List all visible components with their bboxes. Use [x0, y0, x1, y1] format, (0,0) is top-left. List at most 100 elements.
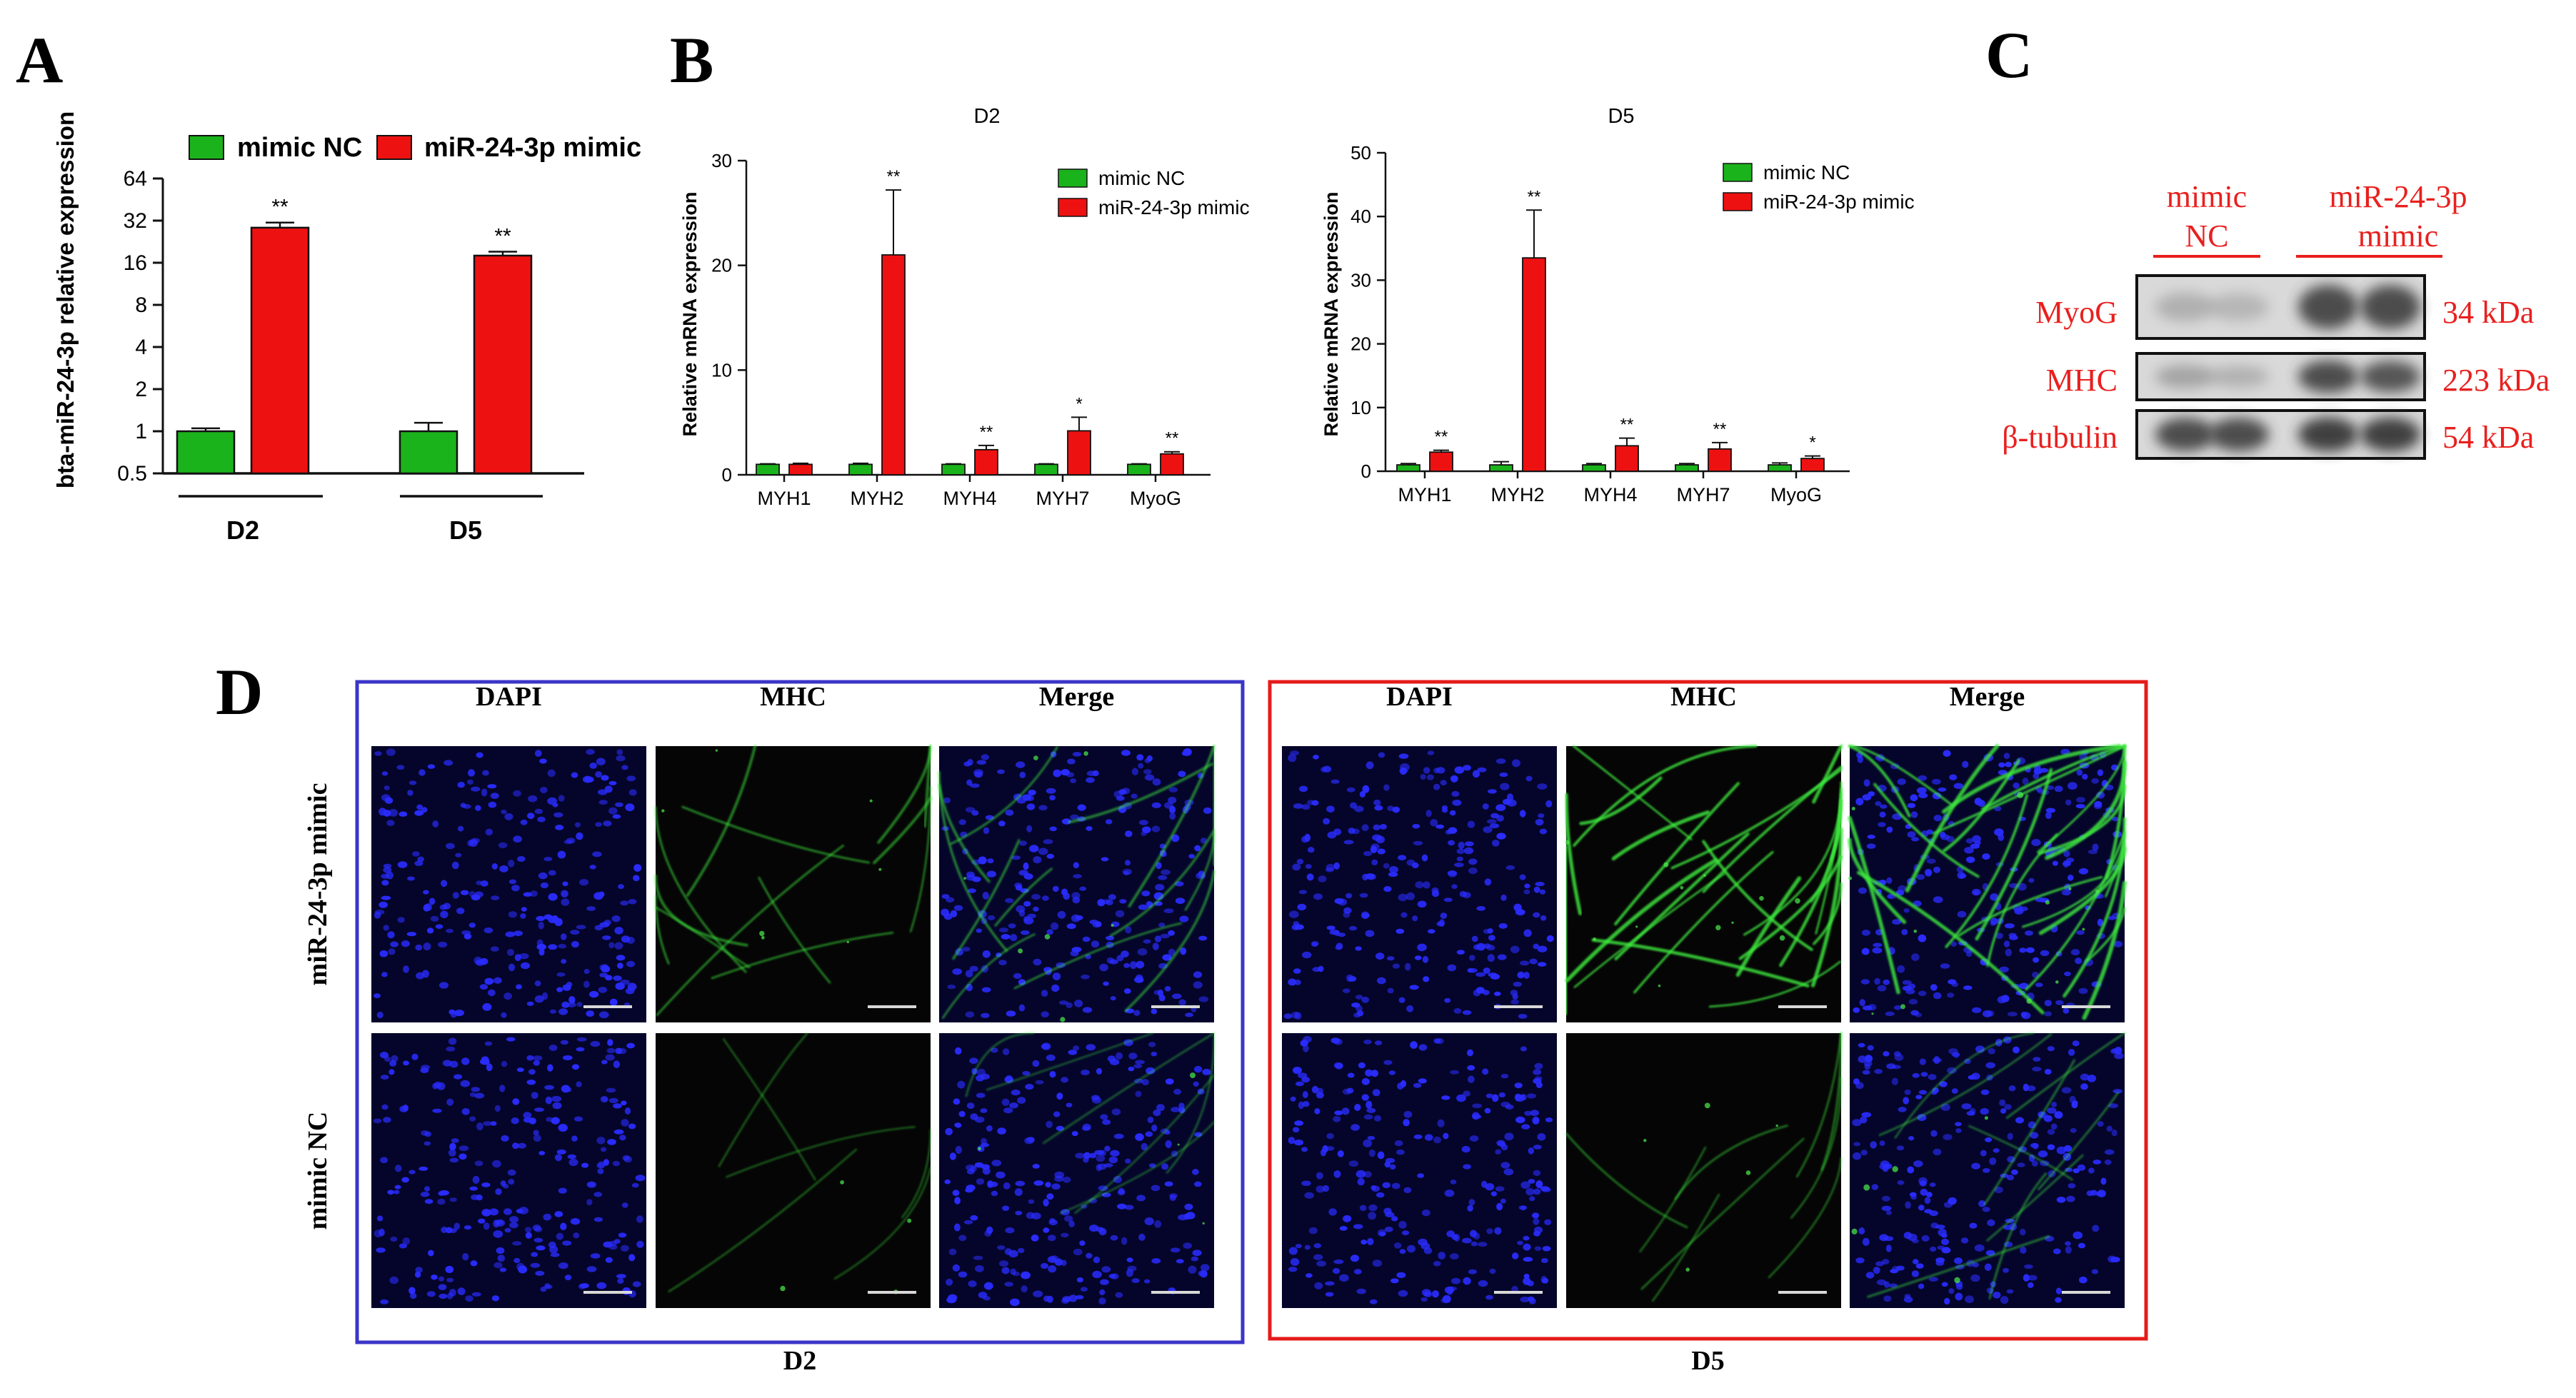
blot-row: MHC 223 kDa: [2046, 352, 2550, 401]
group-label-mimic-line2: mimic: [2358, 218, 2438, 253]
bar-nc: [1034, 463, 1058, 476]
y-tick-label: 30: [711, 150, 732, 171]
x-category-label: MYH1: [1398, 484, 1451, 506]
x-category-label: D5: [449, 516, 482, 545]
legend-label-nc: mimic NC: [1098, 167, 1185, 189]
panel-letter-d: D: [216, 655, 263, 728]
micrograph-mhc: [656, 1032, 932, 1308]
legend-swatch-nc: [189, 135, 224, 160]
micrograph-dapi: [1282, 746, 1557, 1022]
bar-mimic: [974, 448, 998, 476]
micrograph-mhc: [1564, 744, 1843, 1022]
significance-mark: **: [1435, 428, 1448, 447]
significance-mark: **: [494, 224, 511, 248]
x-category-label: MYH4: [1583, 484, 1637, 506]
significance-mark: **: [1528, 187, 1541, 206]
micrograph-dapi: [371, 1033, 646, 1308]
y-tick-label: 64: [124, 167, 147, 191]
column-label: Merge: [1039, 682, 1114, 712]
micrograph-merge: [938, 745, 1216, 1022]
bar-nc: [848, 463, 873, 476]
group-frame: [1268, 680, 2148, 1341]
row-label: miR-24-3p mimic: [303, 783, 333, 986]
mhc-fibers: [1851, 1032, 2126, 1299]
dapi-nuclei: [1288, 1036, 1553, 1304]
legend-label-mimic: miR-24-3p mimic: [1098, 196, 1250, 218]
micrograph-background: [656, 1033, 931, 1308]
mhc-fibers: [654, 745, 932, 1016]
chart-b-d2-ylabel: Relative mRNA expression: [679, 192, 701, 437]
bar-mimic: [788, 463, 813, 476]
micrograph-merge: [1848, 744, 2127, 1022]
bar-mimic: [250, 226, 310, 475]
chart-b-d5: D5 Relative mRNA expression mimic NC miR…: [1320, 105, 1915, 506]
chart-b-d2: D2 Relative mRNA expression mimic NC miR…: [679, 105, 1250, 509]
micrograph-merge: [939, 1032, 1216, 1308]
group-d2: D2 DAPI MHC Merge miR-24-3p mimic mimic NC: [303, 680, 1245, 1376]
legend-swatch-nc: [1058, 169, 1088, 188]
group-label-nc-line1: mimic: [2167, 179, 2247, 214]
y-tick-label: 32: [124, 209, 147, 233]
micrograph-merge: [1850, 1032, 2126, 1308]
y-tick-label: 16: [124, 251, 147, 275]
y-tick-label: 1: [135, 420, 147, 443]
group-label-mimic-line1: miR-24-3p: [2329, 179, 2467, 214]
blot-band: [2298, 285, 2358, 329]
chart-a-legend: mimic NC miR-24-3p mimic: [189, 133, 641, 163]
column-label: MHC: [760, 682, 826, 712]
y-tick-label: 10: [711, 359, 732, 381]
micrograph-mhc: [654, 745, 932, 1022]
legend-swatch-mimic: [1723, 192, 1753, 211]
kda-label: 223 kDa: [2442, 363, 2550, 398]
column-label: MHC: [1670, 682, 1737, 712]
protein-label: MHC: [2046, 363, 2118, 398]
micrograph-mhc: [1565, 1032, 1843, 1308]
mhc-fibers: [1564, 744, 1843, 1015]
bar-nc: [756, 463, 780, 476]
y-tick-label: 20: [711, 255, 732, 276]
x-category-label: MYH7: [1036, 488, 1089, 509]
bar-mimic: [473, 254, 533, 475]
dapi-nuclei: [374, 748, 642, 1019]
bar-nc: [1127, 463, 1151, 476]
y-tick-label: 2: [135, 378, 147, 401]
significance-mark: **: [980, 423, 993, 442]
x-category-label: MyoG: [1770, 484, 1822, 506]
significance-mark: *: [1809, 433, 1815, 453]
legend-swatch-mimic: [376, 135, 412, 160]
bar-nc: [399, 430, 458, 475]
y-tick-label: 50: [1350, 142, 1371, 164]
legend-label-nc: mimic NC: [237, 133, 362, 163]
x-category-label: MYH1: [757, 488, 811, 509]
bar-mimic: [1522, 257, 1546, 472]
bar-mimic: [881, 254, 906, 476]
legend-swatch-nc: [1723, 163, 1753, 182]
significance-mark: **: [271, 196, 289, 219]
legend-swatch-mimic: [1058, 198, 1088, 217]
bar-nc: [176, 430, 236, 475]
mhc-fibers: [668, 1032, 932, 1294]
group-d5: D5 DAPI MHC Merge: [1268, 680, 2148, 1376]
bar-mimic: [1160, 453, 1184, 476]
significance-mark: *: [1076, 394, 1082, 413]
group-label: D2: [783, 1346, 816, 1376]
significance-mark: **: [1166, 429, 1179, 448]
mhc-fibers: [938, 745, 1216, 1022]
significance-mark: **: [1620, 416, 1634, 435]
y-tick-label: 20: [1350, 333, 1371, 355]
kda-label: 54 kDa: [2442, 420, 2534, 455]
bar-nc: [1396, 464, 1420, 472]
chart-a-ylabel: bta-miR-24-3p relative expression: [52, 111, 79, 488]
dapi-nuclei: [373, 1037, 646, 1304]
group-label: D5: [1691, 1346, 1724, 1376]
kda-label: 34 kDa: [2442, 295, 2534, 330]
bar-mimic: [1800, 458, 1825, 472]
x-category-label: MyoG: [1130, 488, 1181, 509]
bar-nc: [1675, 464, 1699, 472]
micrograph-background: [1566, 746, 1841, 1022]
y-tick-label: 4: [135, 336, 147, 359]
mhc-fibers: [1848, 744, 2127, 1020]
mhc-fibers: [965, 1032, 1216, 1224]
